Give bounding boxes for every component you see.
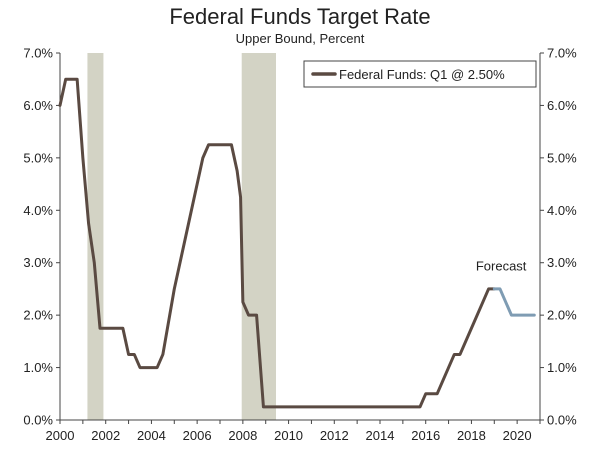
forecast-series-line bbox=[492, 287, 536, 317]
tick-labels: 0.0% 0.0% 1.0% 1.0% 2.0% 2.0% 3.0% 3.0% 4.0% 4.0%… bbox=[23, 46, 577, 444]
axes bbox=[56, 52, 544, 424]
legend-box bbox=[303, 60, 537, 88]
y-tick-label-left-3: 3.0% bbox=[23, 255, 53, 270]
legend-label: Federal Funds: Q1 @ 2.50% bbox=[339, 67, 505, 82]
y-tick-label-right-5: 5.0% bbox=[547, 150, 577, 165]
x-tick-label-2006: 2006 bbox=[183, 428, 212, 443]
y-tick-label-left-6: 6.0% bbox=[23, 98, 53, 113]
y-tick-label-right-3: 3.0% bbox=[547, 255, 577, 270]
y-tick-label-left-0: 0.0% bbox=[23, 413, 53, 428]
x-tick-label-2010: 2010 bbox=[274, 428, 303, 443]
x-tick-label-2008: 2008 bbox=[228, 428, 257, 443]
x-tick-label-2002: 2002 bbox=[91, 428, 120, 443]
x-tick-label-2012: 2012 bbox=[320, 428, 349, 443]
y-tick-label-left-7: 7.0% bbox=[23, 46, 53, 61]
legend: Federal Funds: Q1 @ 2.50% bbox=[303, 60, 537, 88]
y-tick-label-right-7: 7.0% bbox=[547, 46, 577, 61]
x-tick-label-2000: 2000 bbox=[46, 428, 75, 443]
y-tick-label-right-2: 2.0% bbox=[547, 308, 577, 323]
y-tick-label-right-1: 1.0% bbox=[547, 360, 577, 375]
federal-funds-series-line bbox=[58, 77, 496, 409]
x-tick-label-2004: 2004 bbox=[137, 428, 166, 443]
series-lines bbox=[58, 77, 536, 409]
y-tick-label-left-1: 1.0% bbox=[23, 360, 53, 375]
x-tick-label-2018: 2018 bbox=[457, 428, 486, 443]
y-tick-label-right-4: 4.0% bbox=[547, 203, 577, 218]
x-tick-label-2016: 2016 bbox=[411, 428, 440, 443]
x-tick-label-2020: 2020 bbox=[503, 428, 532, 443]
recession-bands bbox=[87, 53, 276, 420]
y-tick-label-left-2: 2.0% bbox=[23, 308, 53, 323]
y-tick-label-right-6: 6.0% bbox=[547, 98, 577, 113]
chart-subtitle: Upper Bound, Percent bbox=[236, 31, 365, 46]
y-tick-label-left-4: 4.0% bbox=[23, 203, 53, 218]
forecast-annotation: Forecast bbox=[476, 259, 527, 274]
chart-title: Federal Funds Target Rate bbox=[169, 4, 430, 29]
y-tick-label-right-0: 0.0% bbox=[547, 413, 577, 428]
x-tick-label-2014: 2014 bbox=[366, 428, 395, 443]
y-tick-label-left-5: 5.0% bbox=[23, 150, 53, 165]
